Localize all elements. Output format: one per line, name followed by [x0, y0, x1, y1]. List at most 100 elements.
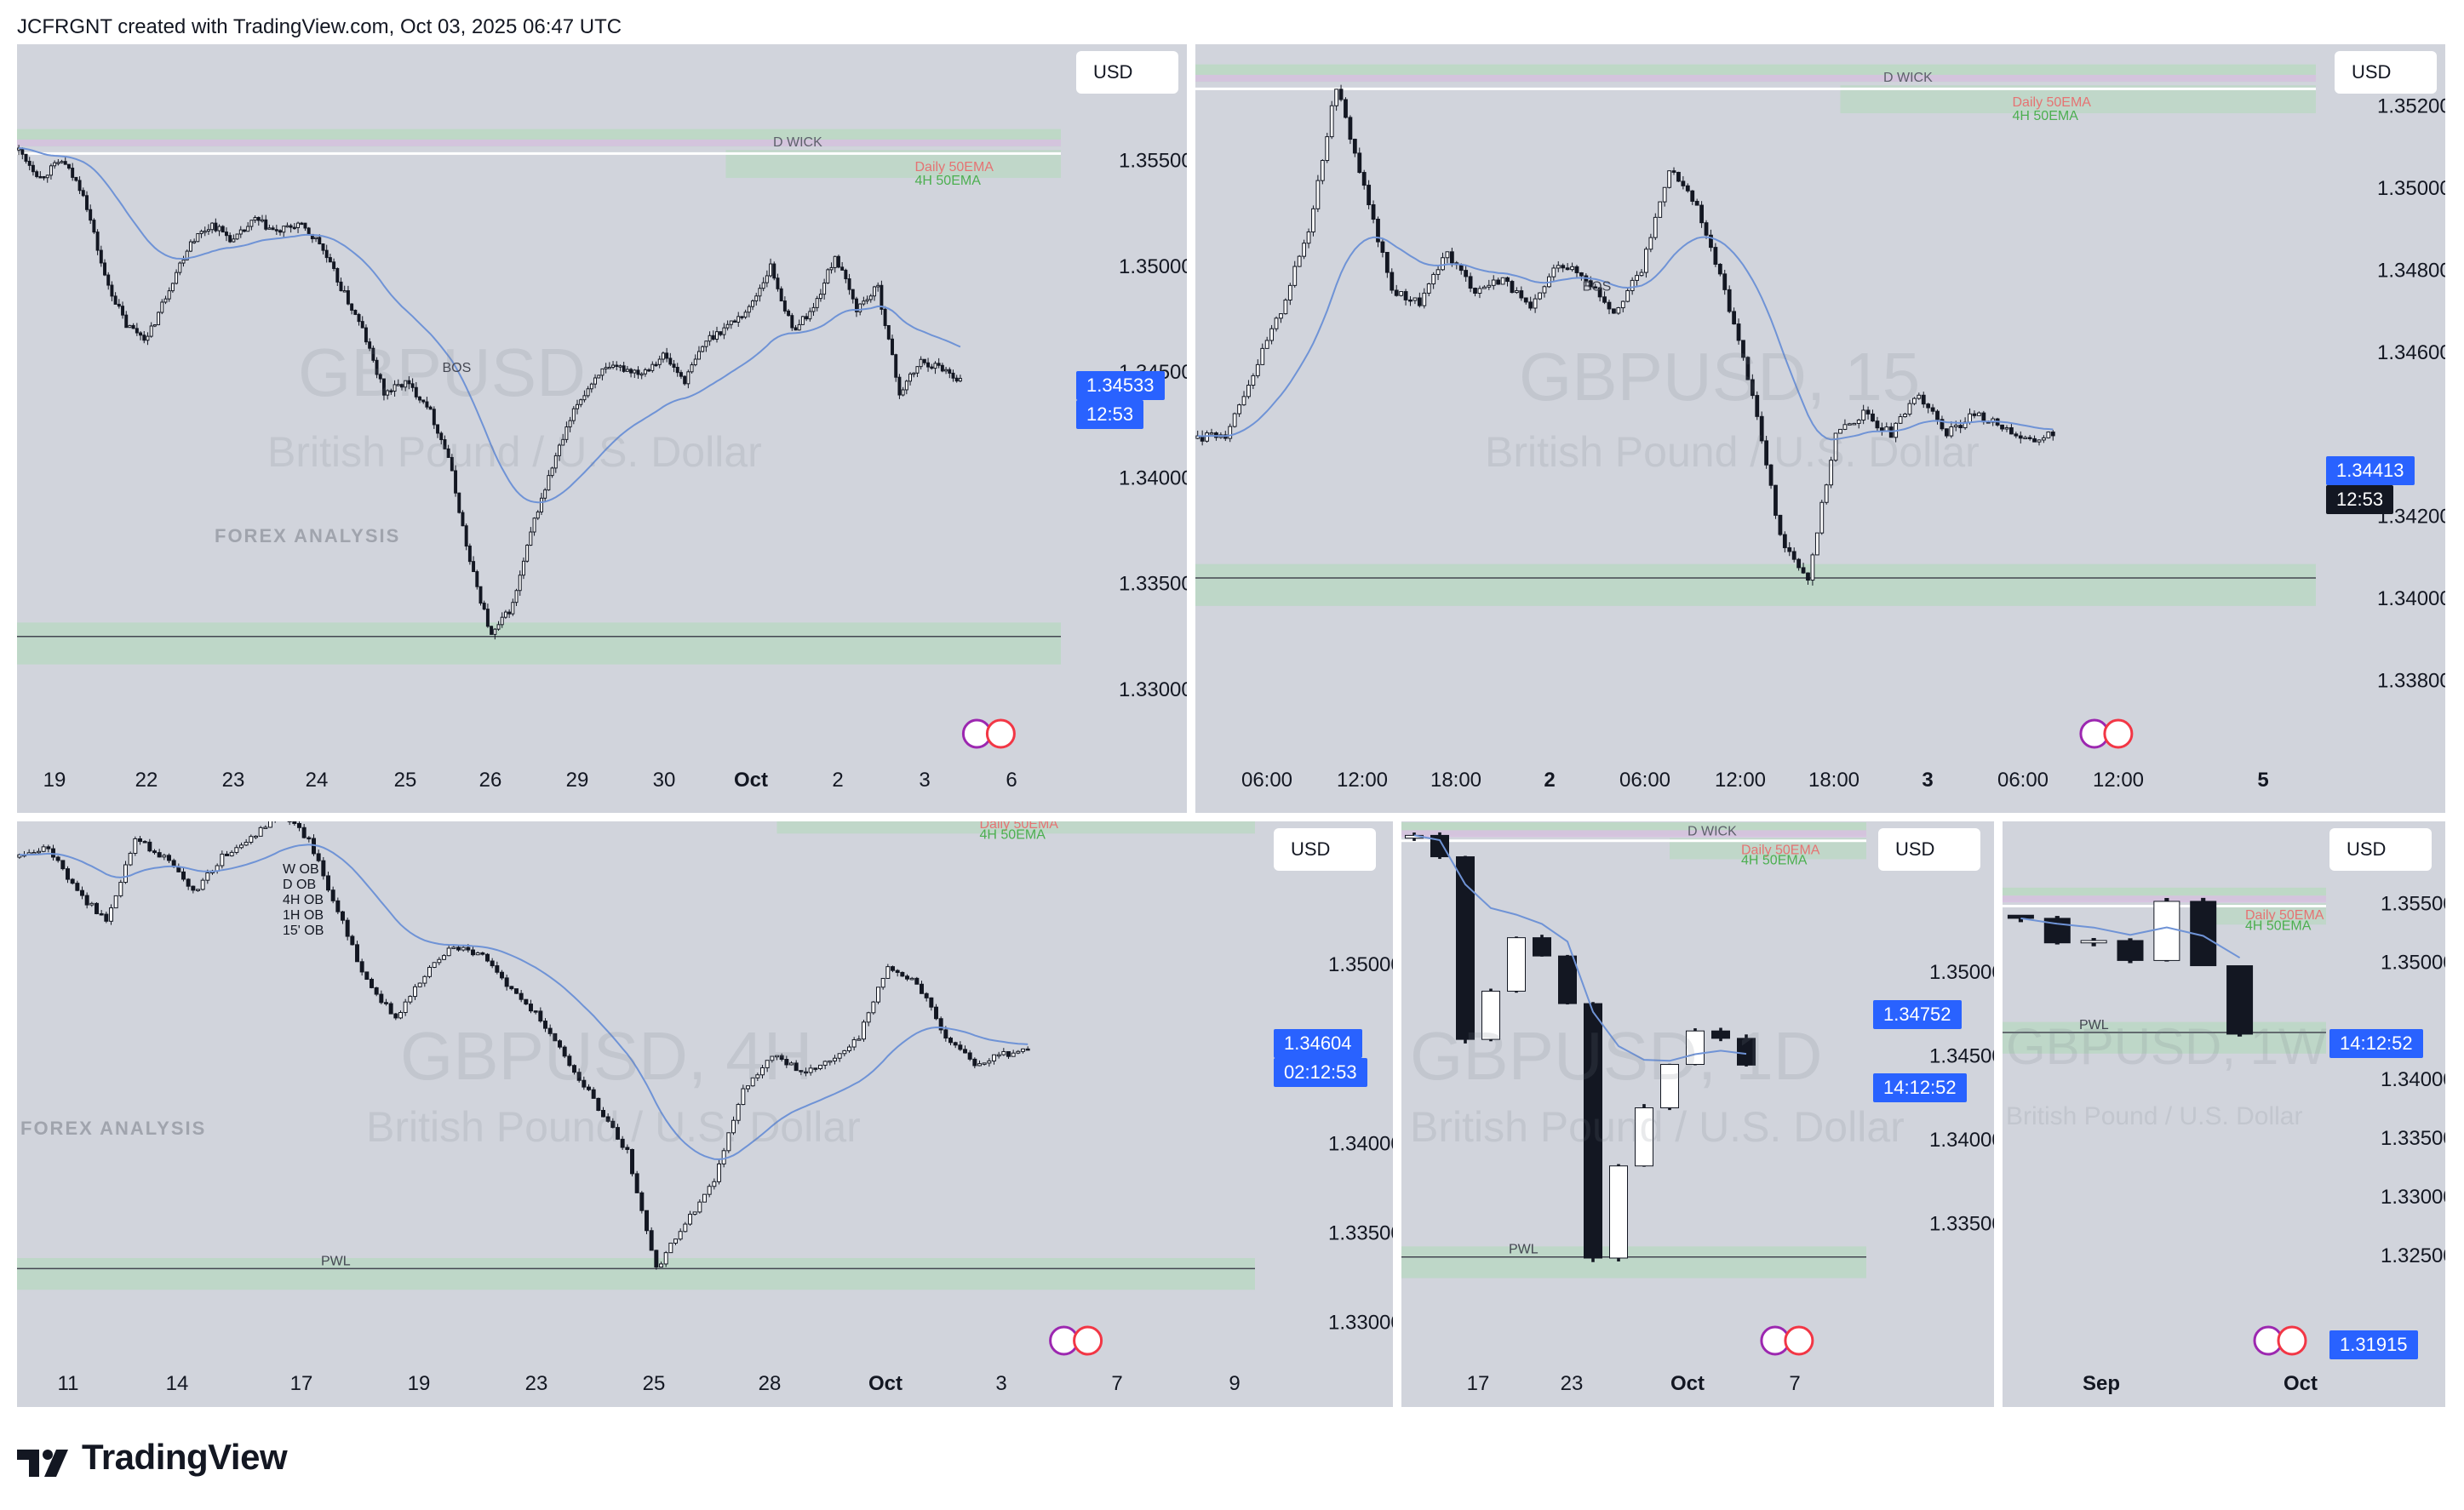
candle-body	[1558, 955, 1577, 1004]
candle-body	[1269, 328, 1274, 341]
candle-body	[765, 275, 769, 283]
candle-body	[342, 290, 347, 293]
candle-body	[707, 1186, 712, 1195]
candle-body	[321, 860, 326, 877]
candle-body	[601, 1110, 605, 1118]
candle-body	[46, 846, 51, 849]
candle-body	[951, 372, 955, 379]
candle-body	[1801, 567, 1806, 574]
candle-body	[1228, 426, 1233, 439]
candle-body	[1736, 323, 1741, 341]
candle-body	[1246, 385, 1251, 398]
candle-body	[1565, 267, 1570, 271]
daily-ema-label: Daily 50EMA	[2013, 95, 2092, 110]
x-tick-label: 18:00	[1430, 769, 1481, 792]
candle-body	[547, 1027, 553, 1034]
candle-body	[934, 1006, 938, 1020]
candle-body	[1917, 394, 1922, 399]
candle-body	[1676, 171, 1681, 182]
candle-body	[1625, 289, 1630, 302]
currency-button[interactable]: USD	[2329, 828, 2432, 871]
candle-body	[225, 853, 229, 856]
candle-body	[615, 364, 619, 368]
candle-body	[654, 363, 658, 367]
candle-body	[1856, 420, 1861, 424]
candle-body	[66, 163, 71, 169]
candle-body	[253, 217, 257, 221]
candle-body	[1741, 340, 1745, 358]
candle-body	[1507, 937, 1526, 992]
candle-body	[267, 227, 272, 230]
candle-body	[1921, 394, 1926, 405]
candle-body	[708, 335, 712, 342]
candle-body	[679, 372, 683, 377]
candle-body	[350, 303, 354, 311]
h4-ema-label: 4H 50EMA	[915, 174, 982, 188]
candle-body	[675, 367, 679, 374]
candle-body	[421, 399, 426, 403]
zones-layer	[17, 821, 1255, 1290]
candle-body	[1279, 313, 1283, 319]
candle-body	[282, 226, 286, 233]
x-tick-label: 28	[759, 1372, 782, 1395]
candle-body	[562, 1046, 567, 1057]
candle-body	[398, 1012, 403, 1019]
x-tick-label: 24	[306, 769, 329, 792]
candle-body	[221, 226, 225, 233]
candle-body	[217, 226, 221, 232]
chart-panel-1[interactable]: D WICK BOS Daily 50EMA 4H 50EMA 1.35500 1.350…	[17, 44, 1187, 813]
currency-button[interactable]: USD	[1076, 51, 1178, 94]
candle-body	[784, 1059, 789, 1066]
candle-body	[256, 217, 261, 221]
candle-body	[375, 359, 379, 375]
candle-body	[77, 180, 82, 192]
candle-body	[1274, 317, 1279, 329]
pwl-label: PWL	[321, 1254, 351, 1268]
candle-body	[576, 403, 579, 409]
candle-body	[128, 324, 132, 329]
candle-body	[439, 432, 444, 441]
candle-body	[1759, 415, 1764, 442]
candle-body	[672, 363, 676, 369]
candle-body	[905, 975, 909, 980]
candle-body	[547, 475, 551, 491]
candle-body	[1911, 398, 1917, 404]
candle-body	[41, 846, 46, 852]
price-tag: 1.34604	[1274, 1029, 1362, 1058]
candle-body	[324, 249, 329, 259]
candle-body	[364, 327, 368, 343]
currency-button[interactable]: USD	[2335, 51, 2437, 94]
candle-body	[1422, 292, 1427, 306]
candle-body	[74, 176, 78, 181]
candle-body	[24, 153, 28, 162]
candle-body	[1538, 292, 1542, 300]
candle-body	[1949, 426, 1954, 437]
candle-body	[958, 377, 962, 382]
candle-body	[722, 327, 726, 335]
currency-button[interactable]: USD	[1878, 828, 1980, 871]
chart-panel-2[interactable]: D WICK BOS Daily 50EMA 4H 50EMA 1.35200 1.350…	[1195, 44, 2445, 813]
ema-line	[19, 844, 1029, 1161]
y-tick-label: 1.35500	[2381, 892, 2445, 915]
watermark-name: British Pound / U.S. Dollar	[1410, 1103, 1905, 1151]
candle-body	[368, 341, 372, 349]
candle-body	[1315, 180, 1321, 209]
candle-body	[597, 375, 601, 379]
candle-body	[721, 1150, 726, 1164]
zones-layer	[17, 129, 1061, 665]
candle-body	[704, 340, 708, 347]
currency-button[interactable]: USD	[1274, 828, 1376, 871]
candle-body	[524, 998, 529, 1005]
x-tick-label: 06:00	[1997, 769, 2049, 792]
y-tick-label: 1.34000	[1929, 1129, 1994, 1152]
candle-body	[579, 399, 583, 405]
watermark-symbol: GBPUSD	[298, 335, 586, 410]
